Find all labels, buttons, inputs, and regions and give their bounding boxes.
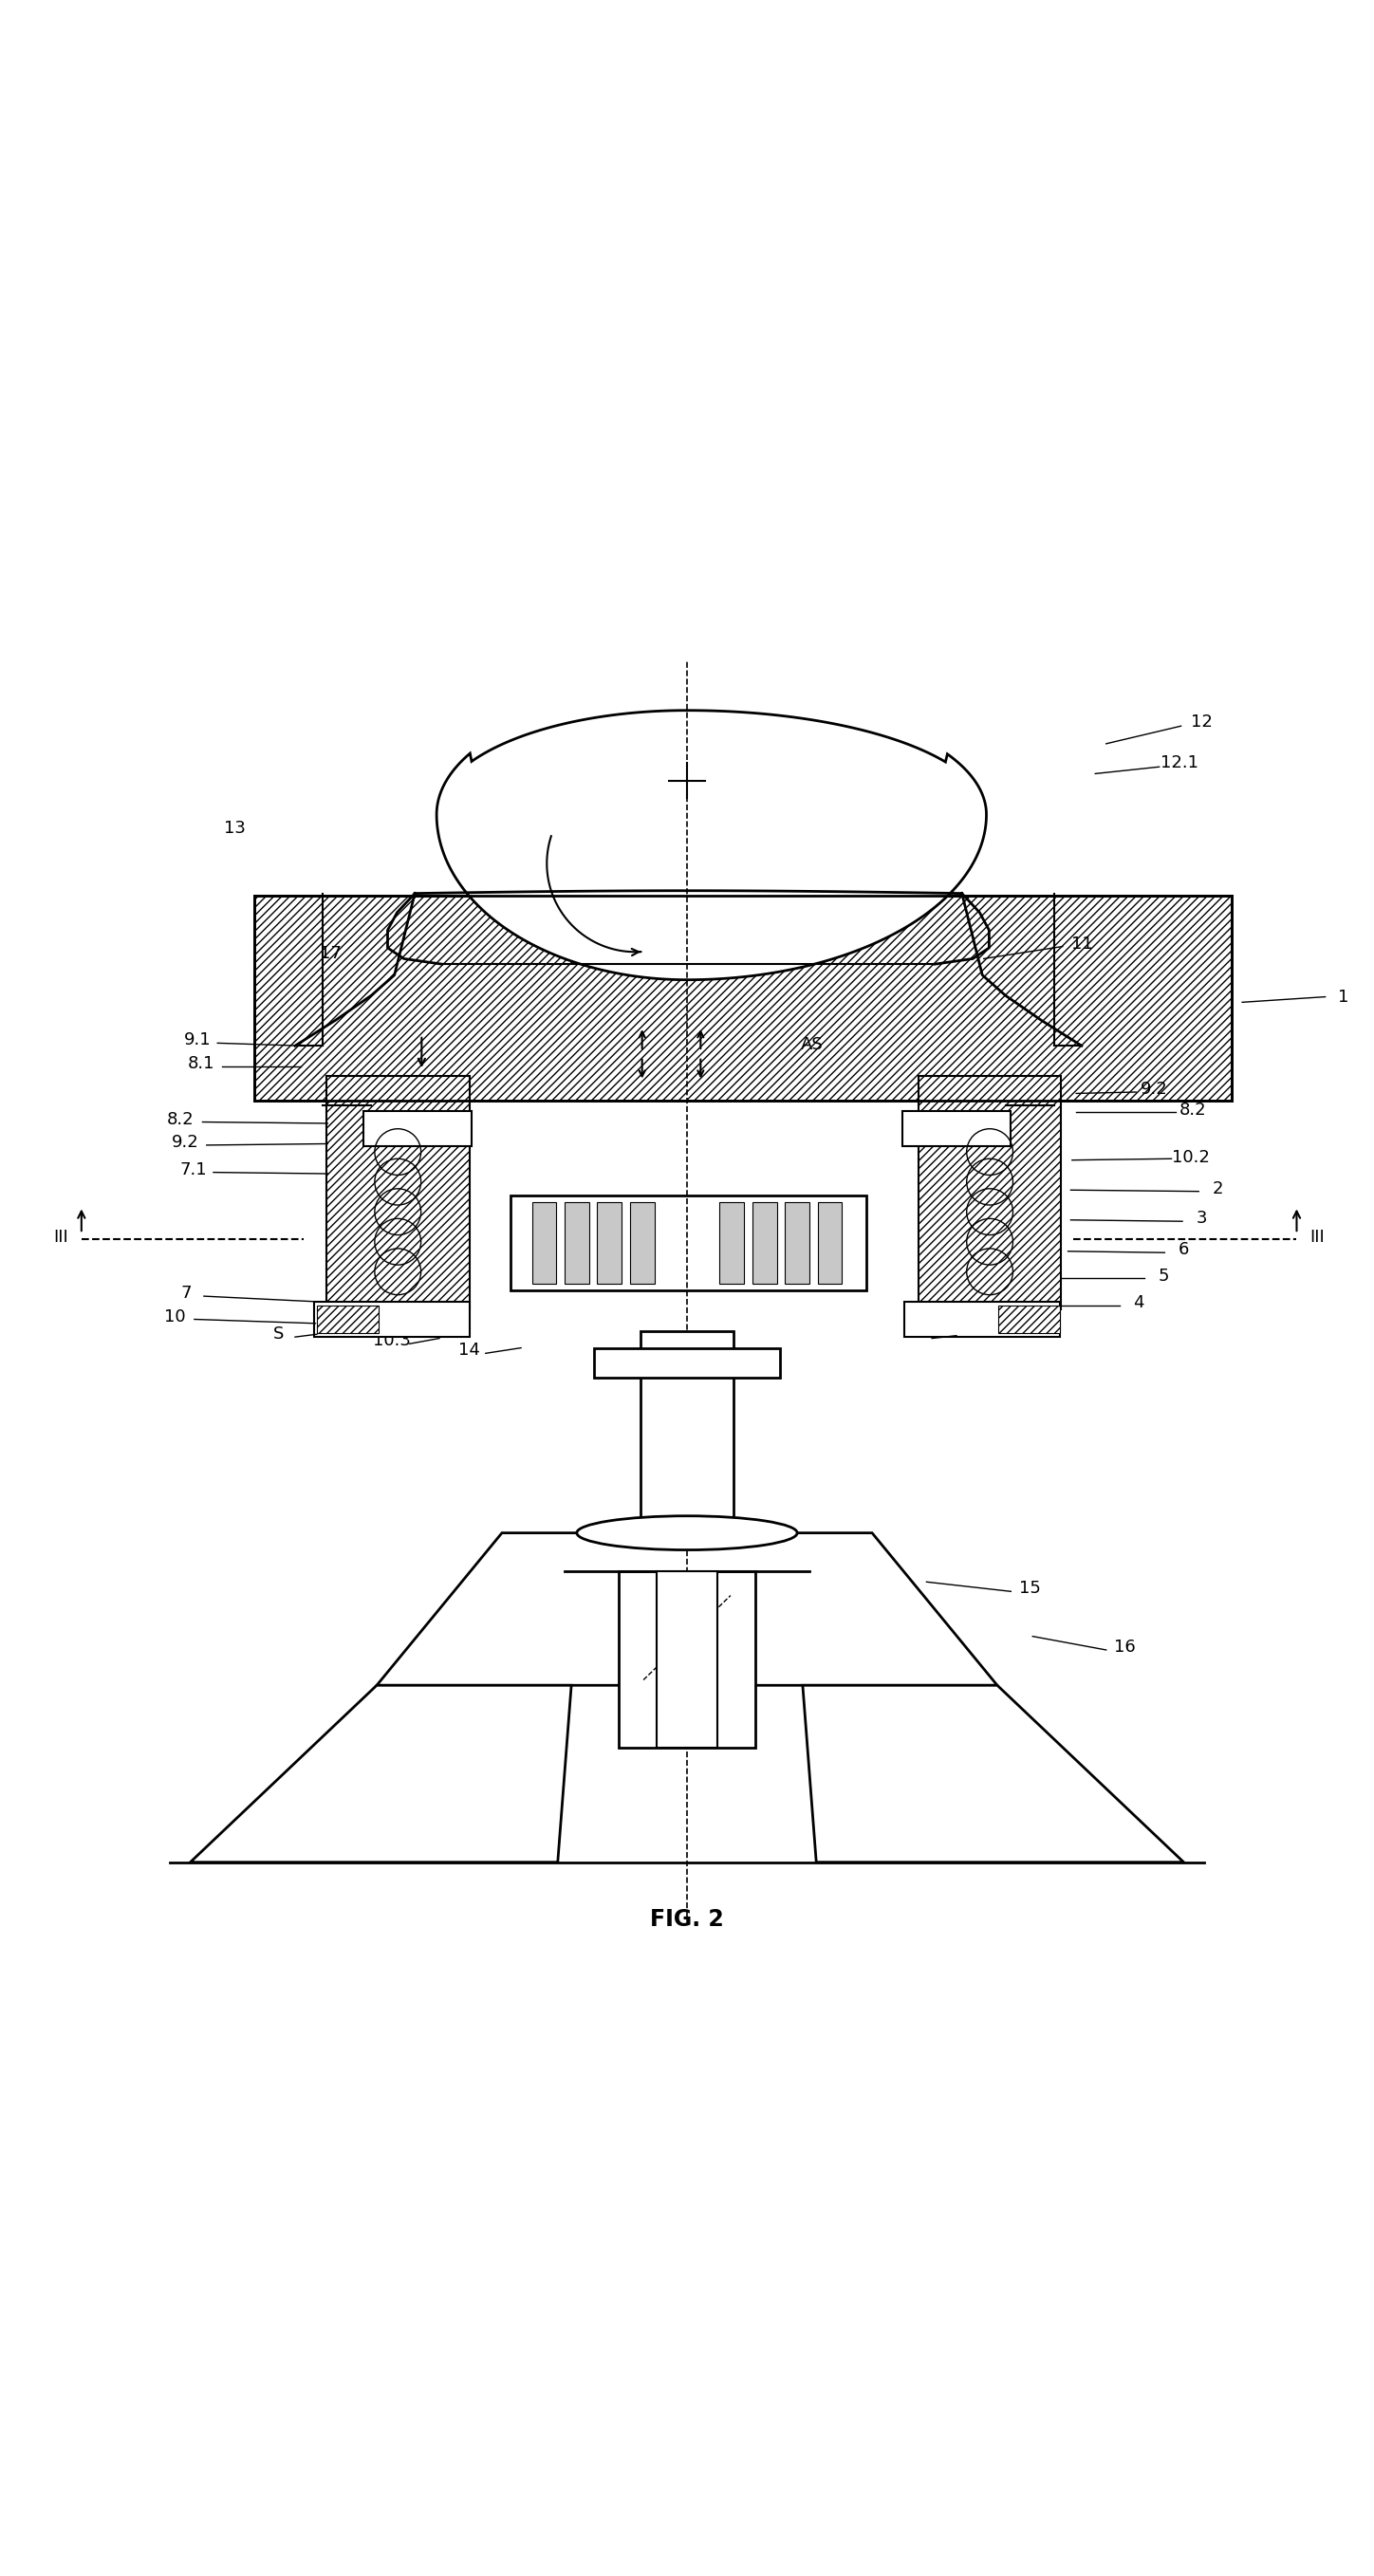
Bar xyxy=(317,1306,379,1332)
Text: 12.1: 12.1 xyxy=(1161,755,1198,770)
Bar xyxy=(363,1110,473,1146)
Bar xyxy=(532,1203,556,1283)
Text: 9.1: 9.1 xyxy=(184,1033,210,1048)
Polygon shape xyxy=(802,1685,1183,1862)
Text: 11: 11 xyxy=(1070,935,1092,953)
Text: 8.2: 8.2 xyxy=(1180,1100,1206,1118)
Polygon shape xyxy=(376,1533,998,1685)
Text: 15: 15 xyxy=(1020,1579,1040,1597)
Text: 17: 17 xyxy=(320,945,341,961)
Bar xyxy=(818,1203,842,1283)
Text: 6: 6 xyxy=(1179,1242,1189,1260)
Bar xyxy=(595,1347,779,1378)
Text: 7.1: 7.1 xyxy=(180,1162,206,1177)
Text: 7: 7 xyxy=(181,1285,192,1301)
Text: 5: 5 xyxy=(1158,1267,1169,1285)
Bar xyxy=(565,1203,589,1283)
Bar xyxy=(598,1203,621,1283)
Bar xyxy=(657,1571,717,1749)
Text: 9.2: 9.2 xyxy=(172,1133,198,1151)
Text: 14: 14 xyxy=(459,1342,480,1360)
Bar xyxy=(629,1203,654,1283)
Polygon shape xyxy=(191,1685,572,1862)
Text: III: III xyxy=(54,1229,69,1247)
Text: FIG. 2: FIG. 2 xyxy=(650,1909,724,1932)
Text: 12: 12 xyxy=(1190,714,1212,732)
Bar xyxy=(785,1203,809,1283)
Text: 4: 4 xyxy=(1134,1293,1145,1311)
Text: 1: 1 xyxy=(1337,989,1348,1005)
Bar xyxy=(720,1203,745,1283)
Bar xyxy=(918,1077,1061,1309)
Bar xyxy=(315,1301,470,1337)
Bar xyxy=(327,1077,470,1309)
Bar xyxy=(998,1306,1059,1332)
Text: III: III xyxy=(1309,1229,1325,1247)
Text: S: S xyxy=(273,1327,284,1342)
Text: 8.1: 8.1 xyxy=(188,1056,214,1072)
Polygon shape xyxy=(437,711,987,979)
Text: 13: 13 xyxy=(224,819,246,837)
Text: 10.3: 10.3 xyxy=(372,1332,411,1350)
Text: 10.2: 10.2 xyxy=(1172,1149,1209,1167)
Text: AS: AS xyxy=(801,1036,823,1054)
Bar xyxy=(904,1301,1059,1337)
Bar xyxy=(254,896,1231,1100)
Text: 3: 3 xyxy=(1195,1211,1206,1226)
Text: 26: 26 xyxy=(962,1324,984,1342)
Bar xyxy=(510,1195,867,1291)
Bar xyxy=(901,1110,1011,1146)
Bar xyxy=(618,1571,756,1749)
Ellipse shape xyxy=(577,1515,797,1551)
Text: 16: 16 xyxy=(1114,1638,1136,1656)
Text: 2: 2 xyxy=(1212,1180,1223,1198)
Text: 8.2: 8.2 xyxy=(168,1110,194,1128)
Bar xyxy=(640,1332,734,1533)
Text: 9.2: 9.2 xyxy=(1140,1082,1168,1097)
Text: 10: 10 xyxy=(165,1309,185,1324)
Bar xyxy=(753,1203,776,1283)
